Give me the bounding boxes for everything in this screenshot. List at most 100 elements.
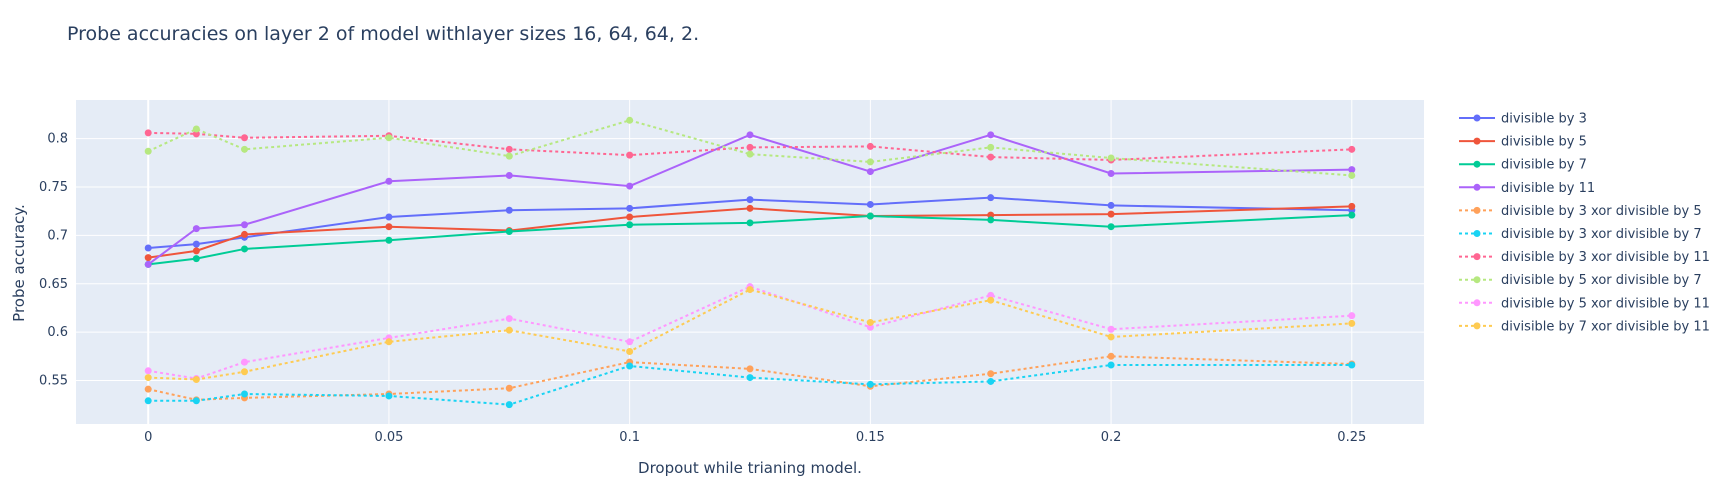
data-point <box>626 213 634 221</box>
data-point <box>746 365 754 373</box>
data-point <box>746 374 754 382</box>
data-point <box>192 240 200 248</box>
data-point <box>144 397 152 405</box>
data-point <box>987 143 995 151</box>
data-point <box>987 194 995 202</box>
legend-label: divisible by 5 <box>1501 135 1587 150</box>
data-point <box>241 245 248 253</box>
data-point <box>987 296 995 304</box>
data-point <box>1107 154 1115 162</box>
legend-label: divisible by 7 xor divisible by 11 <box>1501 319 1710 334</box>
data-point <box>1348 361 1356 369</box>
y-tick-label: 0.7 <box>47 228 68 243</box>
data-point <box>1348 312 1356 320</box>
data-point <box>144 147 152 155</box>
data-point <box>866 158 874 166</box>
legend-marker <box>1473 114 1481 122</box>
data-point <box>385 236 393 244</box>
data-point <box>866 380 874 388</box>
series-2 <box>144 202 1356 262</box>
legend-label: divisible by 5 xor divisible by 7 <box>1501 273 1702 288</box>
legend-item[interactable]: divisible by 7 <box>1459 158 1587 173</box>
x-tick-label: 0.2 <box>1101 430 1122 445</box>
legend-item[interactable]: divisible by 3 xor divisible by 7 <box>1459 227 1702 242</box>
data-point <box>192 397 200 405</box>
legend-label: divisible by 3 xor divisible by 7 <box>1501 227 1702 242</box>
data-point <box>144 367 152 375</box>
data-point <box>1107 201 1115 209</box>
data-point <box>241 221 248 229</box>
data-point <box>1348 202 1356 210</box>
legend-item[interactable]: divisible by 7 xor divisible by 11 <box>1459 319 1710 334</box>
legend-marker <box>1473 253 1481 261</box>
legend-item[interactable]: divisible by 5 xor divisible by 7 <box>1459 273 1702 288</box>
legend-item[interactable]: divisible by 5 xor divisible by 11 <box>1459 296 1710 311</box>
data-point <box>626 347 634 355</box>
data-point <box>866 168 874 176</box>
data-point <box>1107 170 1115 178</box>
series-6 <box>144 361 1356 409</box>
legend-item[interactable]: divisible by 5 <box>1459 135 1587 150</box>
y-tick-label: 0.75 <box>39 180 68 195</box>
data-point <box>626 182 634 190</box>
legend-label: divisible by 5 xor divisible by 11 <box>1501 296 1710 311</box>
data-point <box>192 255 200 263</box>
legend-marker <box>1473 230 1481 237</box>
data-point <box>505 401 513 409</box>
data-point <box>987 216 995 224</box>
data-point <box>241 134 248 142</box>
legend-item[interactable]: divisible by 3 <box>1459 112 1587 127</box>
data-point <box>866 200 874 208</box>
data-point <box>746 196 754 204</box>
data-point <box>866 323 874 331</box>
series-4 <box>144 131 1356 268</box>
data-point <box>866 318 874 326</box>
data-point <box>866 212 874 220</box>
legend[interactable]: divisible by 3 divisible by 5 divisible by… <box>1459 112 1710 335</box>
data-point <box>1107 210 1115 218</box>
data-point <box>626 221 634 229</box>
y-tick-label: 0.8 <box>47 132 68 147</box>
data-point <box>385 392 393 400</box>
legend-marker <box>1473 137 1481 145</box>
data-point <box>144 260 152 268</box>
legend-item[interactable]: divisible by 11 <box>1459 181 1595 196</box>
data-point <box>144 385 152 393</box>
legend-label: divisible by 11 <box>1501 181 1595 196</box>
data-point <box>1348 211 1356 219</box>
x-tick-label: 0.1 <box>619 430 640 445</box>
data-point <box>626 204 634 212</box>
data-point <box>505 152 513 160</box>
data-point <box>192 376 200 384</box>
data-point <box>987 211 995 219</box>
data-point <box>144 254 152 262</box>
legend-label: divisible by 7 <box>1501 158 1587 173</box>
data-point <box>241 368 248 376</box>
data-point <box>505 326 513 334</box>
data-point <box>746 143 754 151</box>
data-point <box>192 130 200 138</box>
series-line <box>147 355 1352 401</box>
data-point <box>385 213 393 221</box>
legend-marker <box>1473 322 1481 330</box>
y-tick-label: 0.6 <box>47 325 68 340</box>
legend-label: divisible by 3 xor divisible by 5 <box>1501 204 1702 219</box>
legend-marker <box>1473 276 1481 284</box>
data-point <box>241 390 248 398</box>
data-point <box>866 142 874 150</box>
x-tick-label: 0.05 <box>374 430 403 445</box>
data-point <box>505 384 513 392</box>
x-tick-label: 0.15 <box>856 430 885 445</box>
data-point <box>192 247 200 255</box>
data-point <box>385 177 393 185</box>
x-axis-ticks: 0 0.05 0.1 0.15 0.2 0.25 <box>144 430 1366 445</box>
legend-item[interactable]: divisible by 3 xor divisible by 5 <box>1459 204 1702 219</box>
legend-item[interactable]: divisible by 3 xor divisible by 11 <box>1459 250 1710 265</box>
data-point <box>1348 319 1356 327</box>
data-point <box>505 206 513 214</box>
data-point <box>746 219 754 227</box>
series-group <box>144 116 1356 409</box>
data-point <box>241 145 248 153</box>
data-point <box>1107 223 1115 231</box>
data-point <box>626 151 634 159</box>
